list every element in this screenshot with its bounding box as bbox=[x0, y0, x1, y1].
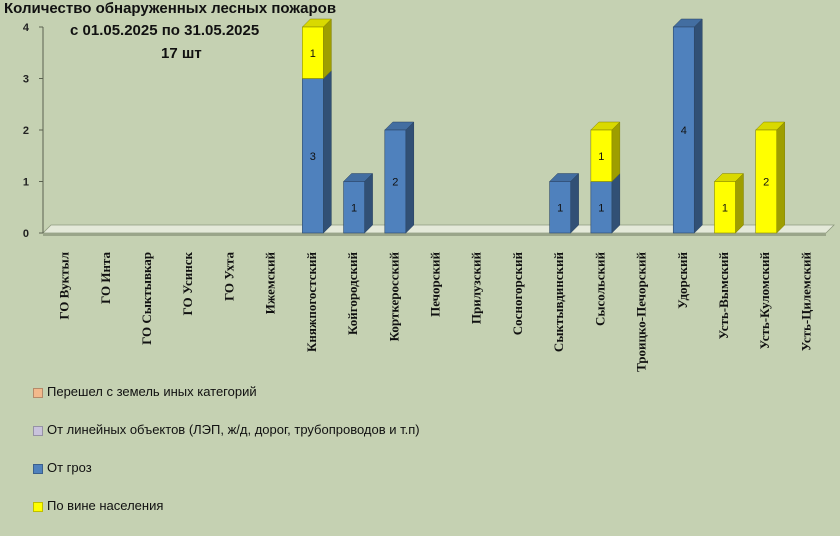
bar-data-label: 3 bbox=[310, 151, 316, 163]
bar-data-label: 2 bbox=[392, 177, 398, 189]
x-tick-label: Усть-Вымский bbox=[716, 251, 731, 339]
legend-item-linear-objects: От линейных объектов (ЛЭП, ж/д, дорог, т… bbox=[33, 422, 593, 460]
x-tick-label: ГО Вуктыл bbox=[57, 252, 72, 320]
bar-data-label: 4 bbox=[681, 125, 687, 137]
x-tick-label: Печорский bbox=[428, 252, 443, 317]
bar-segment: 1 bbox=[549, 172, 580, 234]
x-tick-label: Княжпогостский bbox=[304, 252, 319, 353]
legend-label-linear-objects: От линейных объектов (ЛЭП, ж/д, дорог, т… bbox=[47, 422, 420, 437]
chart-floor bbox=[42, 224, 835, 236]
y-axis: 0 1 2 3 4 bbox=[23, 22, 44, 240]
x-tick-label: Ижемский bbox=[263, 251, 278, 314]
bar-data-label: 1 bbox=[598, 202, 604, 214]
bar-segment: 1 bbox=[301, 18, 332, 80]
x-tick-label: Корткеросский bbox=[386, 251, 401, 341]
legend-label-population: По вине населения bbox=[47, 498, 164, 513]
legend-item-other-lands: Перешел с земель иных категорий bbox=[33, 384, 593, 422]
legend-label-lightning: От гроз bbox=[47, 460, 92, 475]
x-tick-label: Усть-Куломский bbox=[757, 251, 772, 349]
bar-data-label: 1 bbox=[557, 202, 563, 214]
y-tick-label: 4 bbox=[23, 22, 30, 34]
bar-segment: 1 bbox=[590, 121, 621, 183]
chart-title: Количество обнаруженных лесных пожаров bbox=[4, 0, 337, 17]
y-tick-label: 0 bbox=[23, 228, 29, 240]
legend: Перешел с земель иных категорий От линей… bbox=[33, 384, 593, 536]
x-axis-labels: ГО Вуктыл ГО Инта ГО Сыктывкар ГО Усинск ГО … bbox=[57, 251, 814, 371]
bar-data-label: 1 bbox=[351, 202, 357, 214]
floor-front bbox=[43, 233, 826, 236]
legend-item-population: По вине населения bbox=[33, 498, 593, 536]
chart-subtitle-total: 17 шт bbox=[161, 45, 202, 62]
legend-swatch-other-lands bbox=[33, 388, 43, 398]
chart-container: Количество обнаруженных лесных пожаров с… bbox=[4, 0, 835, 513]
x-tick-label: ГО Сыктывкар bbox=[139, 252, 154, 345]
x-tick-label: Сосногорский bbox=[510, 251, 525, 335]
x-tick-label: Троицко-Печорский bbox=[634, 252, 649, 372]
legend-swatch-linear-objects bbox=[33, 426, 43, 436]
x-tick-label: Сыктывдинский bbox=[551, 251, 566, 352]
bar-segment: 1 bbox=[342, 172, 374, 234]
x-tick-label: Усть-Цилемский bbox=[798, 251, 813, 351]
bar-segment: 2 bbox=[384, 121, 415, 234]
bar-segment: 1 bbox=[590, 172, 621, 234]
bar-data-label: 1 bbox=[598, 151, 604, 163]
legend-item-lightning: От гроз bbox=[33, 460, 593, 498]
x-tick-label: Койгородский bbox=[345, 252, 360, 336]
bar-data-label: 2 bbox=[763, 177, 769, 189]
legend-swatch-lightning bbox=[33, 464, 43, 474]
y-tick-label: 3 bbox=[23, 74, 29, 86]
x-tick-label: Сысольский bbox=[592, 251, 607, 326]
bars: 3 1 1 2 1 1 1 4 1 2 bbox=[301, 18, 786, 234]
legend-swatch-population bbox=[33, 502, 43, 512]
x-tick-label: Прилузский bbox=[469, 251, 484, 324]
y-tick-label: 1 bbox=[23, 177, 29, 189]
x-tick-label: ГО Ухта bbox=[221, 252, 236, 302]
chart-subtitle-period: с 01.05.2025 по 31.05.2025 bbox=[70, 22, 260, 39]
bar-segment: 4 bbox=[672, 18, 703, 234]
bar-segment: 1 bbox=[713, 172, 745, 234]
bar-data-label: 1 bbox=[310, 48, 316, 60]
x-tick-label: Удорский bbox=[675, 251, 690, 308]
x-tick-label: ГО Инта bbox=[98, 252, 113, 304]
y-tick-label: 2 bbox=[23, 125, 29, 137]
x-tick-label: ГО Усинск bbox=[180, 252, 195, 316]
bar-segment: 2 bbox=[755, 121, 786, 234]
bar-segment: 3 bbox=[301, 69, 332, 234]
legend-label-other-lands: Перешел с земель иных категорий bbox=[47, 384, 257, 399]
bar-data-label: 1 bbox=[722, 202, 728, 214]
bar-chart: 0 1 2 3 4 3 1 1 2 1 1 1 4 1 2 ГО Вуктыл ГО Инта ГО Сыкт… bbox=[23, 18, 835, 372]
